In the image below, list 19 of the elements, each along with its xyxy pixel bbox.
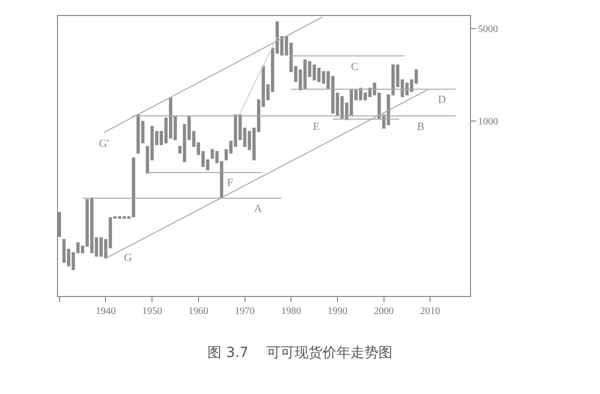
y-tick-label: 5000 [478,24,498,35]
text: 图 3.7 可可现货价年走势图 [208,344,392,361]
x-tick-label: 2010 [420,306,440,317]
annotation: C [351,61,358,73]
annotation: E [313,121,320,133]
x-tick-label: 1990 [327,306,348,317]
x-tick-label: 1940 [96,306,116,317]
annotation: D [438,94,446,106]
annotation: G [124,252,132,264]
annotation: B [417,121,424,133]
x-tick-label: 1950 [142,306,162,317]
annotation: A [254,203,262,215]
x-tick-label: 1980 [281,306,302,317]
y-tick-label: 1000 [478,116,498,128]
annotation: G' [99,138,109,150]
x-tick-label: 2000 [374,306,394,317]
annotation: F [227,177,234,189]
x-tick-label: 1960 [188,306,208,317]
x-tick-label: 1970 [234,306,255,317]
